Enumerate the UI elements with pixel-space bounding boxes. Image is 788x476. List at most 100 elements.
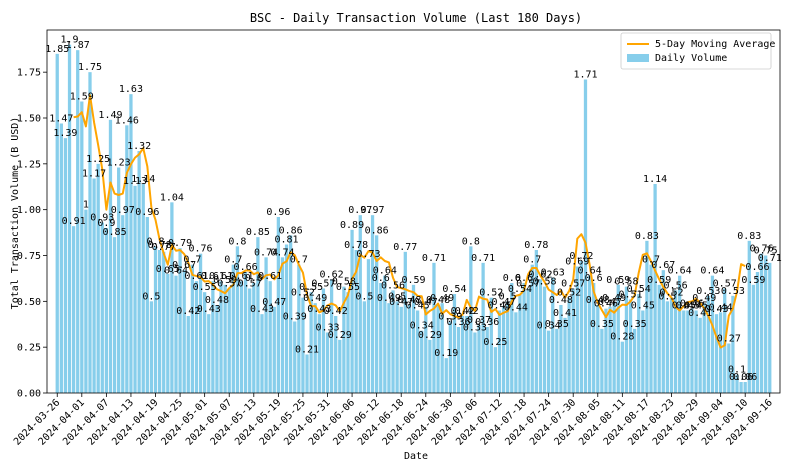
bar bbox=[280, 257, 285, 393]
bar-value-label: 0.35 bbox=[623, 319, 647, 330]
bar bbox=[739, 382, 743, 393]
bar bbox=[575, 266, 579, 393]
bar-value-label: 0.55 bbox=[299, 282, 323, 293]
bar bbox=[284, 244, 289, 393]
bar-value-label: 0.45 bbox=[672, 301, 696, 312]
bar-value-label: 0.42 bbox=[176, 306, 200, 317]
bar bbox=[657, 284, 661, 393]
bar bbox=[428, 339, 432, 393]
bar bbox=[84, 209, 88, 393]
bar-value-label: 0.6 bbox=[585, 273, 603, 284]
bar bbox=[641, 310, 645, 393]
legend-label-moving-average: 5-Day Moving Average bbox=[655, 39, 775, 50]
bar-value-label: 0.47 bbox=[414, 297, 438, 308]
bar-value-label: 0.97 bbox=[361, 205, 385, 216]
bar-value-label: 0.5 bbox=[499, 291, 517, 302]
bar-value-label: 0.47 bbox=[262, 297, 286, 308]
bar-value-label: 0.47 bbox=[389, 297, 413, 308]
bar bbox=[272, 306, 276, 393]
bar bbox=[96, 163, 100, 393]
bar bbox=[342, 286, 346, 393]
bar-value-label: 1.04 bbox=[160, 192, 184, 203]
bar bbox=[563, 317, 567, 393]
bar bbox=[379, 283, 383, 393]
bar-value-label: 0.67 bbox=[172, 260, 196, 271]
bar-value-label: 0.46 bbox=[594, 299, 618, 310]
bar bbox=[55, 53, 59, 393]
bar bbox=[174, 275, 178, 393]
bar-value-label: 0.06 bbox=[729, 372, 753, 383]
bar bbox=[248, 288, 252, 393]
bar-value-label: 0.25 bbox=[483, 337, 507, 348]
bar bbox=[452, 294, 457, 393]
bar-value-label: 0.71 bbox=[471, 253, 495, 264]
bar bbox=[538, 279, 543, 393]
bar bbox=[121, 215, 125, 393]
bar-value-label: 0.42 bbox=[451, 306, 475, 317]
bar-value-label: 0.33 bbox=[463, 323, 487, 334]
bar bbox=[743, 382, 747, 393]
bar bbox=[694, 310, 698, 393]
bar-value-label: 1.14 bbox=[131, 174, 155, 185]
bar bbox=[321, 288, 326, 393]
bar-value-label: 0.45 bbox=[631, 301, 655, 312]
bar bbox=[551, 277, 555, 393]
bar-value-label: 0.47 bbox=[598, 297, 622, 308]
bar bbox=[59, 123, 63, 393]
bar-value-label: 0.54 bbox=[627, 284, 651, 295]
bar-value-label: 0.96 bbox=[135, 207, 159, 218]
bar bbox=[252, 283, 256, 393]
bar bbox=[567, 297, 571, 393]
bar-value-label: 0.6 bbox=[372, 273, 390, 284]
moving-average-line bbox=[73, 94, 746, 349]
y-tick-label: 1.00 bbox=[17, 205, 41, 216]
bar-value-label: 0.39 bbox=[438, 312, 462, 323]
bar bbox=[166, 273, 170, 393]
bar-value-label: 0.78 bbox=[148, 240, 172, 251]
bar-value-label: 0.76 bbox=[750, 244, 774, 255]
legend-label-daily-volume: Daily Volume bbox=[655, 53, 727, 64]
bar-value-label: 0.47 bbox=[492, 297, 516, 308]
bar-value-label: 0.73 bbox=[356, 249, 380, 260]
bar bbox=[653, 184, 657, 393]
bar bbox=[133, 185, 137, 393]
bar bbox=[481, 262, 485, 393]
y-tick-label: 1.25 bbox=[17, 159, 41, 170]
bar bbox=[682, 310, 686, 393]
bar bbox=[735, 374, 739, 393]
bar bbox=[346, 292, 350, 393]
bar-value-label: 0.36 bbox=[446, 317, 470, 328]
bar-value-label: 0.97 bbox=[348, 205, 372, 216]
bar-value-label: 0.5 bbox=[658, 291, 676, 302]
bar-value-label: 1.75 bbox=[78, 62, 102, 73]
bar-value-label: 0.69 bbox=[565, 257, 589, 268]
bar-value-label: 0.77 bbox=[393, 242, 417, 253]
bar-value-label: 0.57 bbox=[561, 279, 585, 290]
bar-value-label: 0.57 bbox=[516, 279, 540, 290]
bar-value-label: 0.35 bbox=[545, 319, 569, 330]
bar-value-label: 0.21 bbox=[295, 345, 319, 356]
bar bbox=[350, 229, 354, 393]
bar bbox=[624, 286, 629, 393]
bar-value-label: 0.79 bbox=[168, 238, 192, 249]
y-tick-label: 0.25 bbox=[17, 343, 41, 354]
bar bbox=[313, 303, 317, 393]
y-tick-label: 0.50 bbox=[17, 297, 41, 308]
bar-value-label: 0.44 bbox=[504, 302, 528, 313]
bar-value-label: 0.54 bbox=[442, 284, 466, 295]
bar bbox=[542, 286, 547, 393]
bar bbox=[80, 101, 84, 393]
bar bbox=[493, 347, 498, 393]
bar-value-label: 0.6 bbox=[245, 273, 263, 284]
bar bbox=[534, 250, 538, 393]
bar-value-label: 0.61 bbox=[229, 271, 253, 282]
bar bbox=[690, 308, 694, 393]
bar-value-label: 0.65 bbox=[156, 264, 180, 275]
bar-value-label: 1.87 bbox=[66, 40, 90, 51]
bar bbox=[301, 297, 305, 393]
bar bbox=[117, 167, 121, 393]
bar-value-label: 0.49 bbox=[602, 293, 626, 304]
bar-value-label: 0.57 bbox=[217, 279, 241, 290]
bar bbox=[141, 184, 145, 393]
bar bbox=[309, 292, 313, 393]
